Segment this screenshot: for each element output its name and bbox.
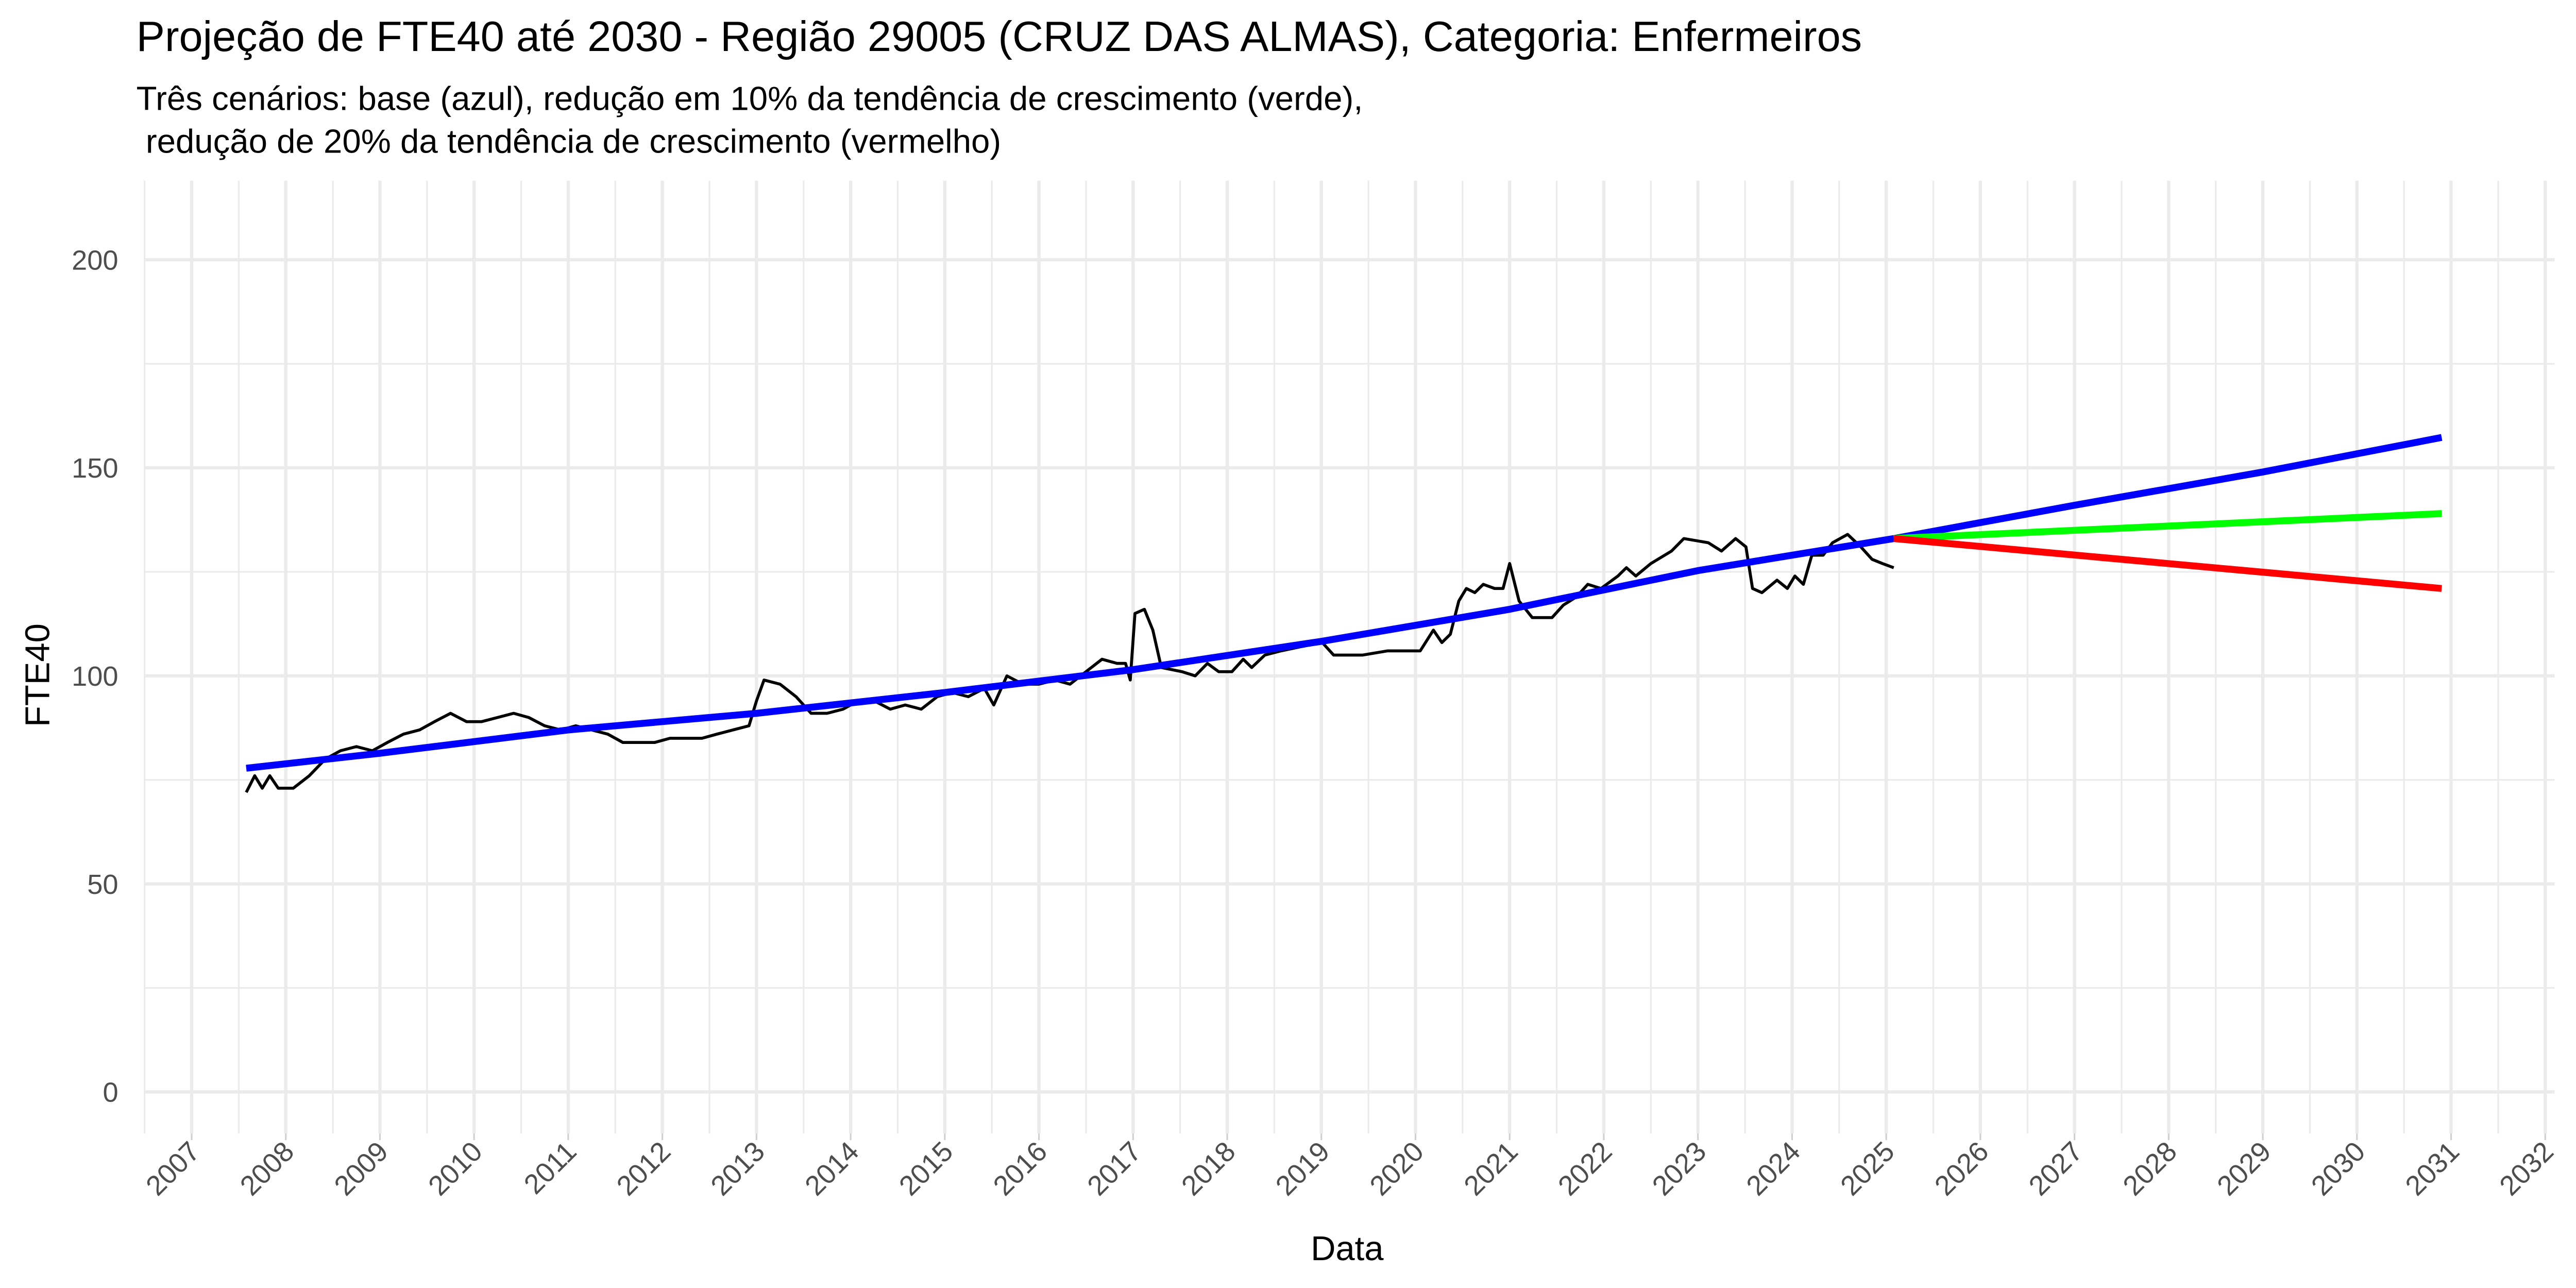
- y-tick-label: 200: [72, 245, 118, 276]
- chart-subtitle: redução de 20% da tendência de crescimen…: [137, 123, 1002, 160]
- chart-subtitle: Três cenários: base (azul), redução em 1…: [137, 80, 1363, 117]
- series-line: [1893, 535, 2442, 592]
- y-axis-title: FTE40: [19, 623, 57, 727]
- x-axis-title: Data: [1311, 1229, 1384, 1268]
- series-line: [1893, 510, 2442, 543]
- y-tick-label: 0: [103, 1077, 118, 1108]
- series-line: [246, 434, 2443, 772]
- y-tick-label: 50: [87, 869, 118, 900]
- y-tick-label: 150: [72, 453, 118, 484]
- plot-area: [245, 434, 2443, 793]
- y-tick-label: 100: [72, 661, 118, 692]
- grid: [144, 180, 2555, 1134]
- chart-title: Projeção de FTE40 até 2030 - Região 2900…: [137, 12, 1862, 60]
- series-line: [245, 533, 1894, 793]
